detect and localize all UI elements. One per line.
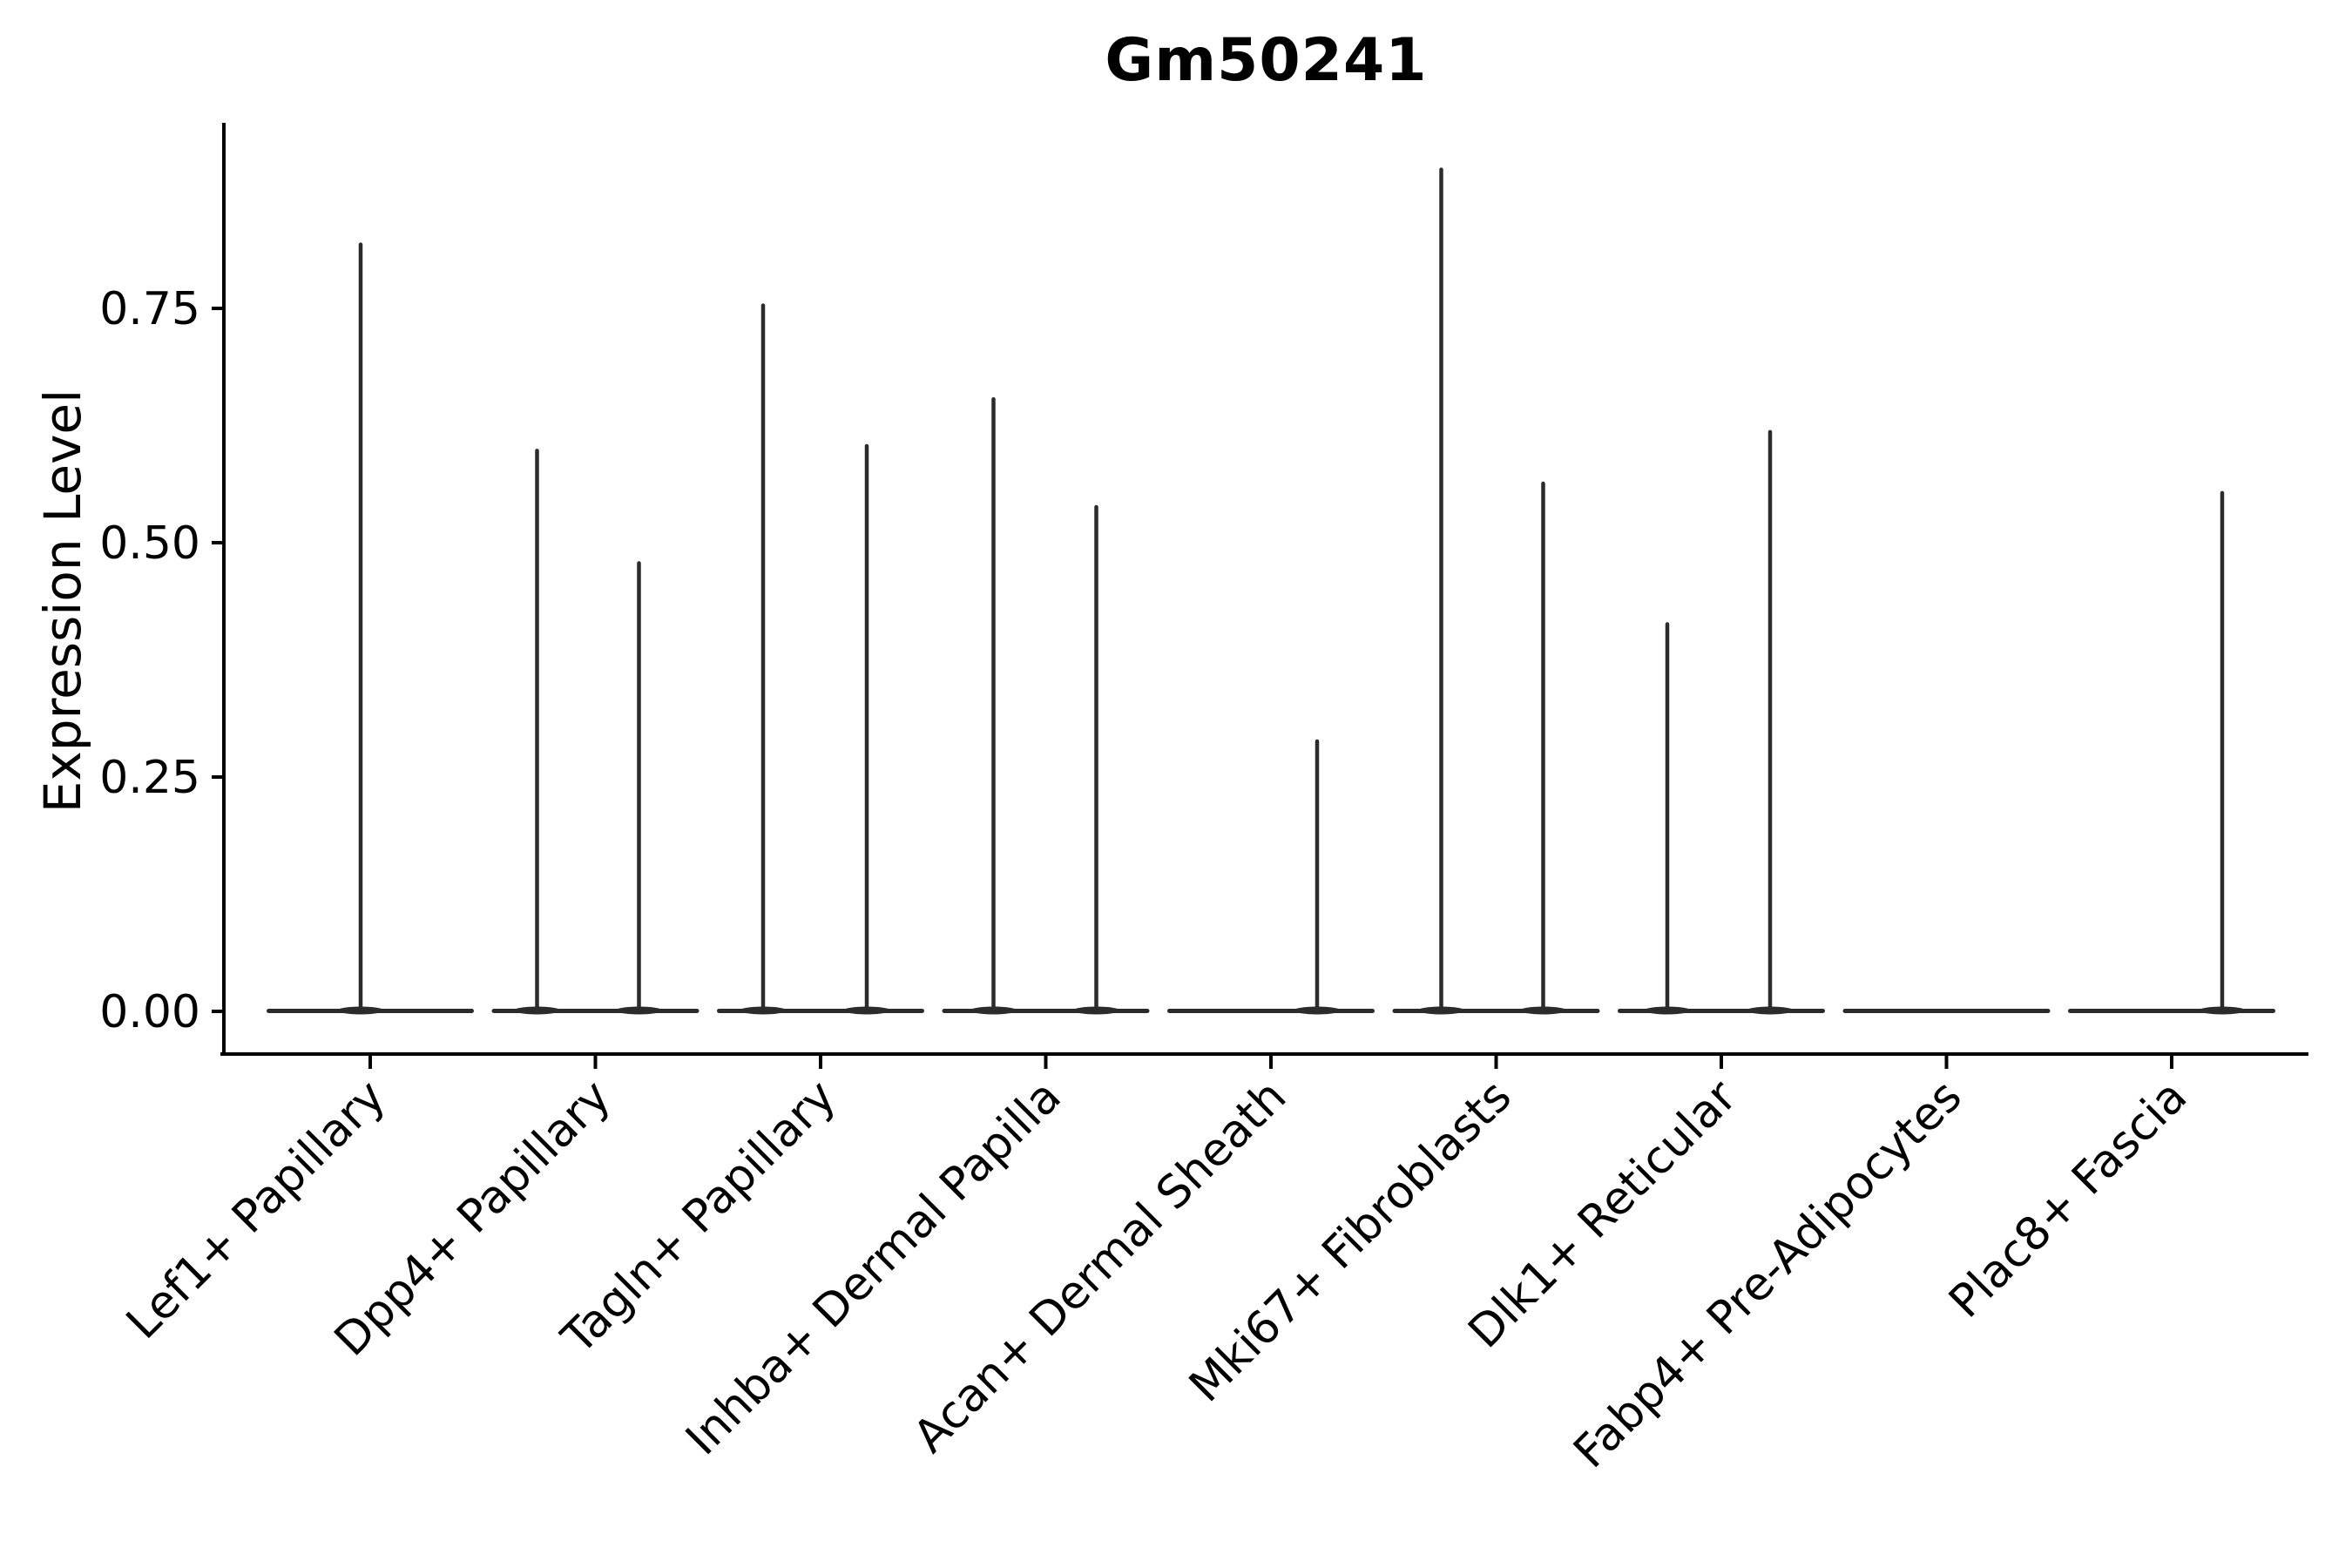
y-tick-label: 0.25 bbox=[99, 752, 200, 804]
x-tick-label: Plac8+ Fascia bbox=[1939, 1071, 2197, 1328]
x-tick-label: Acan+ Dermal Sheath bbox=[904, 1071, 1297, 1463]
violin-baseline bbox=[1842, 1009, 2051, 1013]
y-tick-label: 0.50 bbox=[99, 517, 200, 570]
y-tick-label: 0.75 bbox=[99, 283, 200, 335]
x-tick-label: Fabp4+ Pre-Adipocytes bbox=[1564, 1071, 1971, 1478]
y-tick-label: 0.00 bbox=[99, 986, 200, 1038]
violin-baseline bbox=[1167, 1009, 1375, 1013]
chart-title: Gm50241 bbox=[1105, 26, 1428, 95]
x-tick-label: Inhba+ Dermal Papilla bbox=[676, 1071, 1071, 1465]
